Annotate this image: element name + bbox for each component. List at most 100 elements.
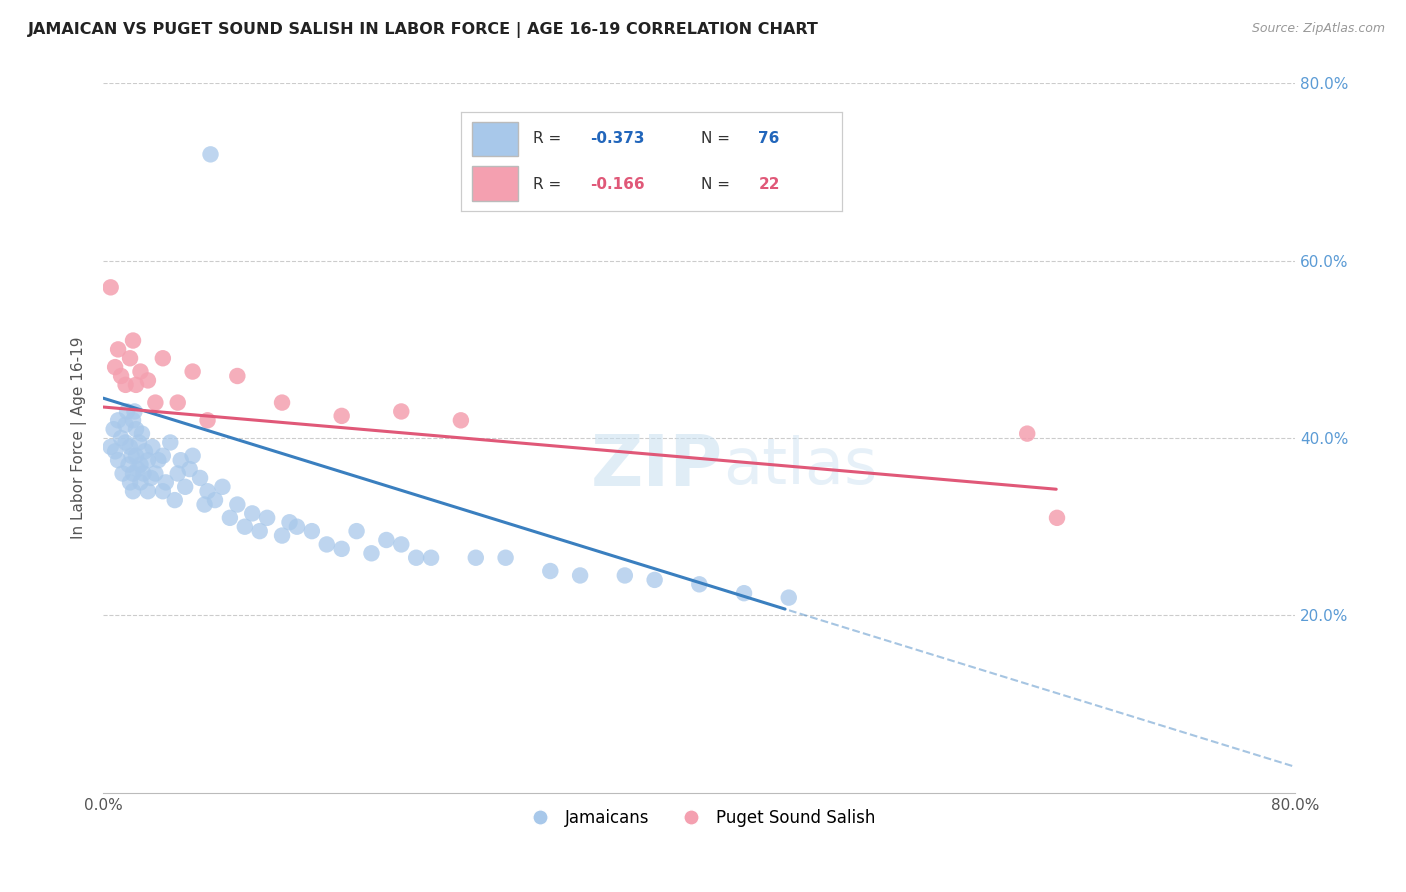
Point	[111, 467, 134, 481]
Point	[464, 550, 486, 565]
Point	[181, 365, 204, 379]
Point	[271, 395, 294, 409]
Text: Source: ZipAtlas.com: Source: ZipAtlas.com	[1251, 22, 1385, 36]
Point	[129, 475, 152, 490]
Point	[110, 369, 132, 384]
Point	[145, 467, 167, 481]
Point	[389, 404, 412, 418]
Point	[450, 413, 472, 427]
Point	[301, 524, 323, 538]
Point	[733, 586, 755, 600]
Point	[188, 471, 211, 485]
Point	[100, 280, 122, 294]
Point	[134, 444, 156, 458]
Point	[155, 475, 177, 490]
Text: JAMAICAN VS PUGET SOUND SALISH IN LABOR FORCE | AGE 16-19 CORRELATION CHART: JAMAICAN VS PUGET SOUND SALISH IN LABOR …	[28, 22, 818, 38]
Point	[148, 453, 170, 467]
Point	[200, 147, 222, 161]
Point	[136, 453, 159, 467]
Point	[128, 435, 150, 450]
Point	[103, 422, 125, 436]
Point	[122, 467, 145, 481]
Point	[166, 395, 188, 409]
Point	[107, 453, 129, 467]
Point	[159, 435, 181, 450]
Point	[122, 484, 145, 499]
Point	[125, 422, 148, 436]
Point	[360, 546, 382, 560]
Point	[204, 493, 226, 508]
Point	[1046, 511, 1069, 525]
Point	[110, 431, 132, 445]
Point	[538, 564, 561, 578]
Point	[271, 528, 294, 542]
Point	[375, 533, 398, 547]
Point	[1017, 426, 1039, 441]
Point	[197, 484, 219, 499]
Point	[100, 440, 122, 454]
Point	[124, 404, 146, 418]
Point	[174, 480, 197, 494]
Point	[136, 484, 159, 499]
Point	[495, 550, 517, 565]
Point	[405, 550, 427, 565]
Point	[122, 413, 145, 427]
Point	[389, 537, 412, 551]
Point	[163, 493, 186, 508]
Point	[129, 365, 152, 379]
Point	[256, 511, 278, 525]
Y-axis label: In Labor Force | Age 16-19: In Labor Force | Age 16-19	[72, 337, 87, 540]
Point	[145, 395, 167, 409]
Point	[166, 467, 188, 481]
Point	[125, 449, 148, 463]
Point	[117, 458, 139, 472]
Point	[136, 373, 159, 387]
Point	[121, 449, 143, 463]
Point	[114, 417, 136, 432]
Point	[141, 440, 163, 454]
Point	[197, 413, 219, 427]
Point	[330, 541, 353, 556]
Text: ZIP: ZIP	[591, 432, 723, 501]
Point	[118, 475, 141, 490]
Legend: Jamaicans, Puget Sound Salish: Jamaicans, Puget Sound Salish	[516, 803, 882, 834]
Point	[129, 458, 152, 472]
Point	[278, 516, 301, 530]
Point	[170, 453, 193, 467]
Point	[569, 568, 592, 582]
Point	[211, 480, 233, 494]
Point	[125, 377, 148, 392]
Point	[181, 449, 204, 463]
Point	[249, 524, 271, 538]
Point	[420, 550, 443, 565]
Point	[114, 377, 136, 392]
Point	[152, 351, 174, 366]
Point	[107, 413, 129, 427]
Point	[131, 426, 153, 441]
Point	[330, 409, 353, 423]
Point	[127, 462, 149, 476]
Point	[104, 444, 127, 458]
Point	[226, 498, 249, 512]
Point	[152, 449, 174, 463]
Point	[778, 591, 800, 605]
Point	[193, 498, 215, 512]
Point	[114, 435, 136, 450]
Point	[233, 519, 256, 533]
Point	[179, 462, 201, 476]
Point	[346, 524, 368, 538]
Point	[104, 360, 127, 375]
Point	[688, 577, 710, 591]
Point	[226, 369, 249, 384]
Point	[132, 467, 155, 481]
Point	[118, 351, 141, 366]
Point	[219, 511, 242, 525]
Point	[152, 484, 174, 499]
Point	[285, 519, 308, 533]
Point	[107, 343, 129, 357]
Point	[122, 334, 145, 348]
Point	[115, 404, 138, 418]
Point	[118, 440, 141, 454]
Point	[240, 507, 263, 521]
Text: atlas: atlas	[723, 435, 877, 498]
